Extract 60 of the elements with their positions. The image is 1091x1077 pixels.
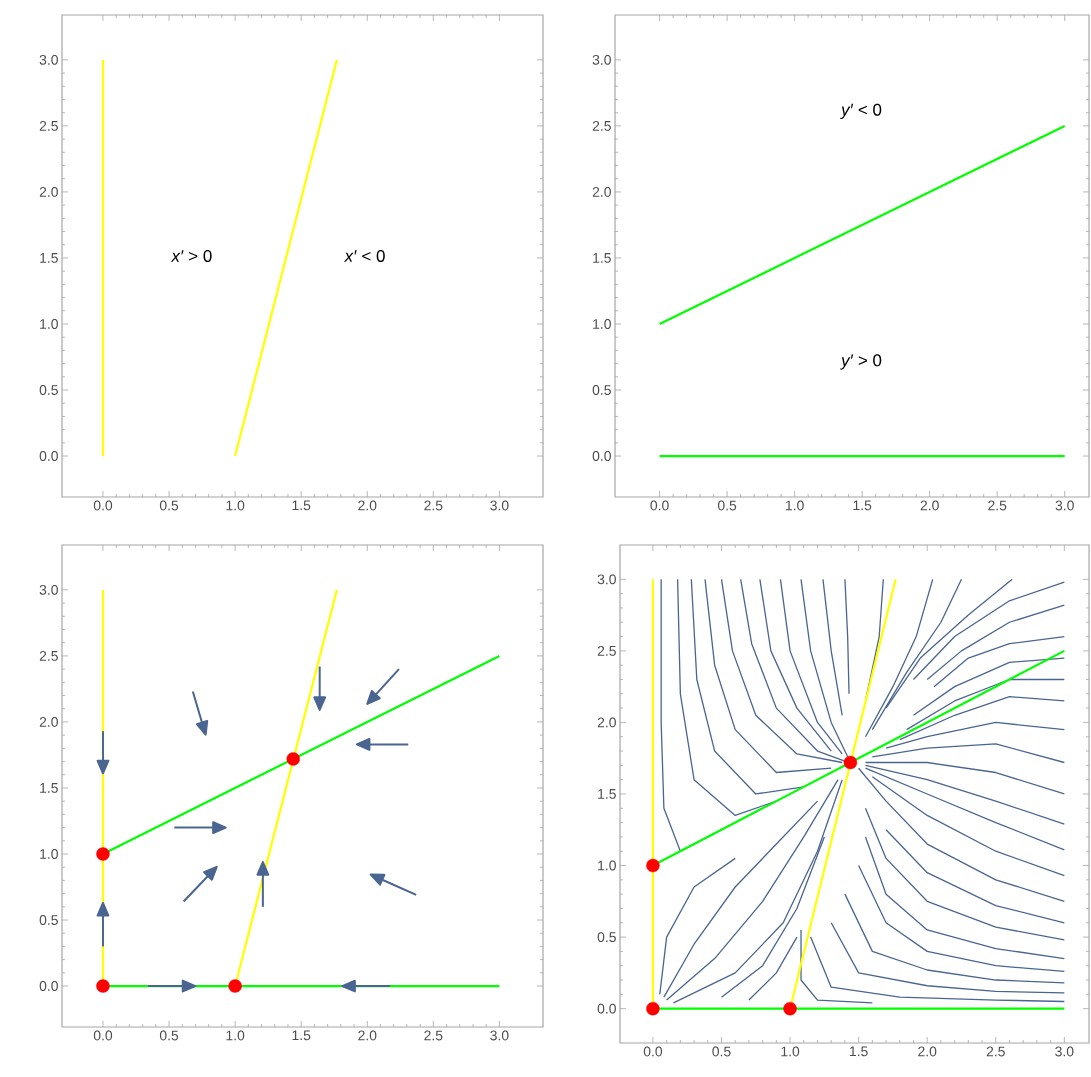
x-tick-label: 1.0 [785,500,804,511]
x-tick-label: 0.0 [643,1046,663,1057]
y-tick-label: 0.5 [39,915,58,925]
x-tick-label: 3.0 [1055,500,1074,511]
annotation: y′ > 0 [840,354,882,370]
x-tick-label: 0.0 [93,500,113,511]
x-tick-label: 2.0 [358,1030,377,1041]
x-tick-label: 2.5 [424,500,443,511]
annotation: x′ < 0 [343,249,385,262]
x-tick-label: 2.5 [986,1046,1005,1057]
x-tick-label: 1.0 [226,1030,245,1041]
y-tick-label: 0.0 [592,451,611,461]
x-tick-label: 0.5 [712,1046,731,1057]
x-tick-label: 0.5 [159,1030,179,1041]
x-tick-label: 1.0 [226,500,245,511]
y-tick-label: 2.5 [39,120,58,131]
y-tick-label: 2.0 [597,717,616,728]
x-tick-label: 3.0 [490,1030,509,1041]
y-tick-label: 1.0 [40,849,58,859]
y-tick-label: 2.0 [592,186,611,197]
x-tick-label: 0.5 [159,500,179,511]
x-tick-label: 1.5 [850,1046,868,1057]
y-tick-label: 2.5 [592,120,611,131]
y-tick-label: 1.0 [598,860,616,871]
y-tick-label: 3.0 [597,574,616,585]
y-tick-label: 1.0 [593,319,611,329]
y-tick-label: 3.0 [592,54,611,65]
y-tick-label: 0.5 [39,385,58,395]
y-tick-label: 0.0 [39,981,58,991]
y-tick-label: 1.5 [593,253,611,263]
annotation: x′ > 0 [170,249,212,262]
y-tick-label: 1.5 [598,789,616,799]
x-tick-label: 3.0 [490,500,509,511]
x-tick-label: 1.5 [292,1030,311,1041]
y-tick-label: 1.5 [40,253,58,263]
y-tick-label: 2.5 [39,650,58,661]
x-tick-label: 0.0 [650,500,669,511]
y-tick-label: 2.5 [597,645,616,656]
x-tick-label: 1.0 [781,1046,800,1057]
y-tick-label: 0.0 [39,451,58,461]
y-tick-label: 0.0 [597,1003,616,1014]
y-tick-label: 1.0 [40,319,58,329]
y-tick-label: 1.5 [40,783,58,793]
annotation: y′ < 0 [840,103,882,120]
y-tick-label: 3.0 [39,584,58,595]
y-tick-label: 0.5 [597,932,616,943]
x-tick-label: 1.5 [292,500,311,511]
x-tick-label: 0.5 [717,500,737,511]
y-tick-label: 3.0 [39,54,58,65]
x-tick-label: 1.5 [853,500,872,511]
x-tick-label: 2.5 [988,500,1007,511]
x-tick-label: 2.0 [358,500,377,511]
x-tick-label: 3.0 [1055,1046,1074,1057]
x-tick-label: 2.0 [918,1046,937,1057]
x-tick-label: 2.0 [920,500,939,511]
y-tick-label: 2.0 [39,716,58,727]
y-tick-label: 0.5 [592,385,611,395]
x-tick-label: 2.5 [424,1030,443,1041]
y-tick-label: 2.0 [39,186,58,197]
x-tick-label: 0.0 [93,1030,113,1041]
